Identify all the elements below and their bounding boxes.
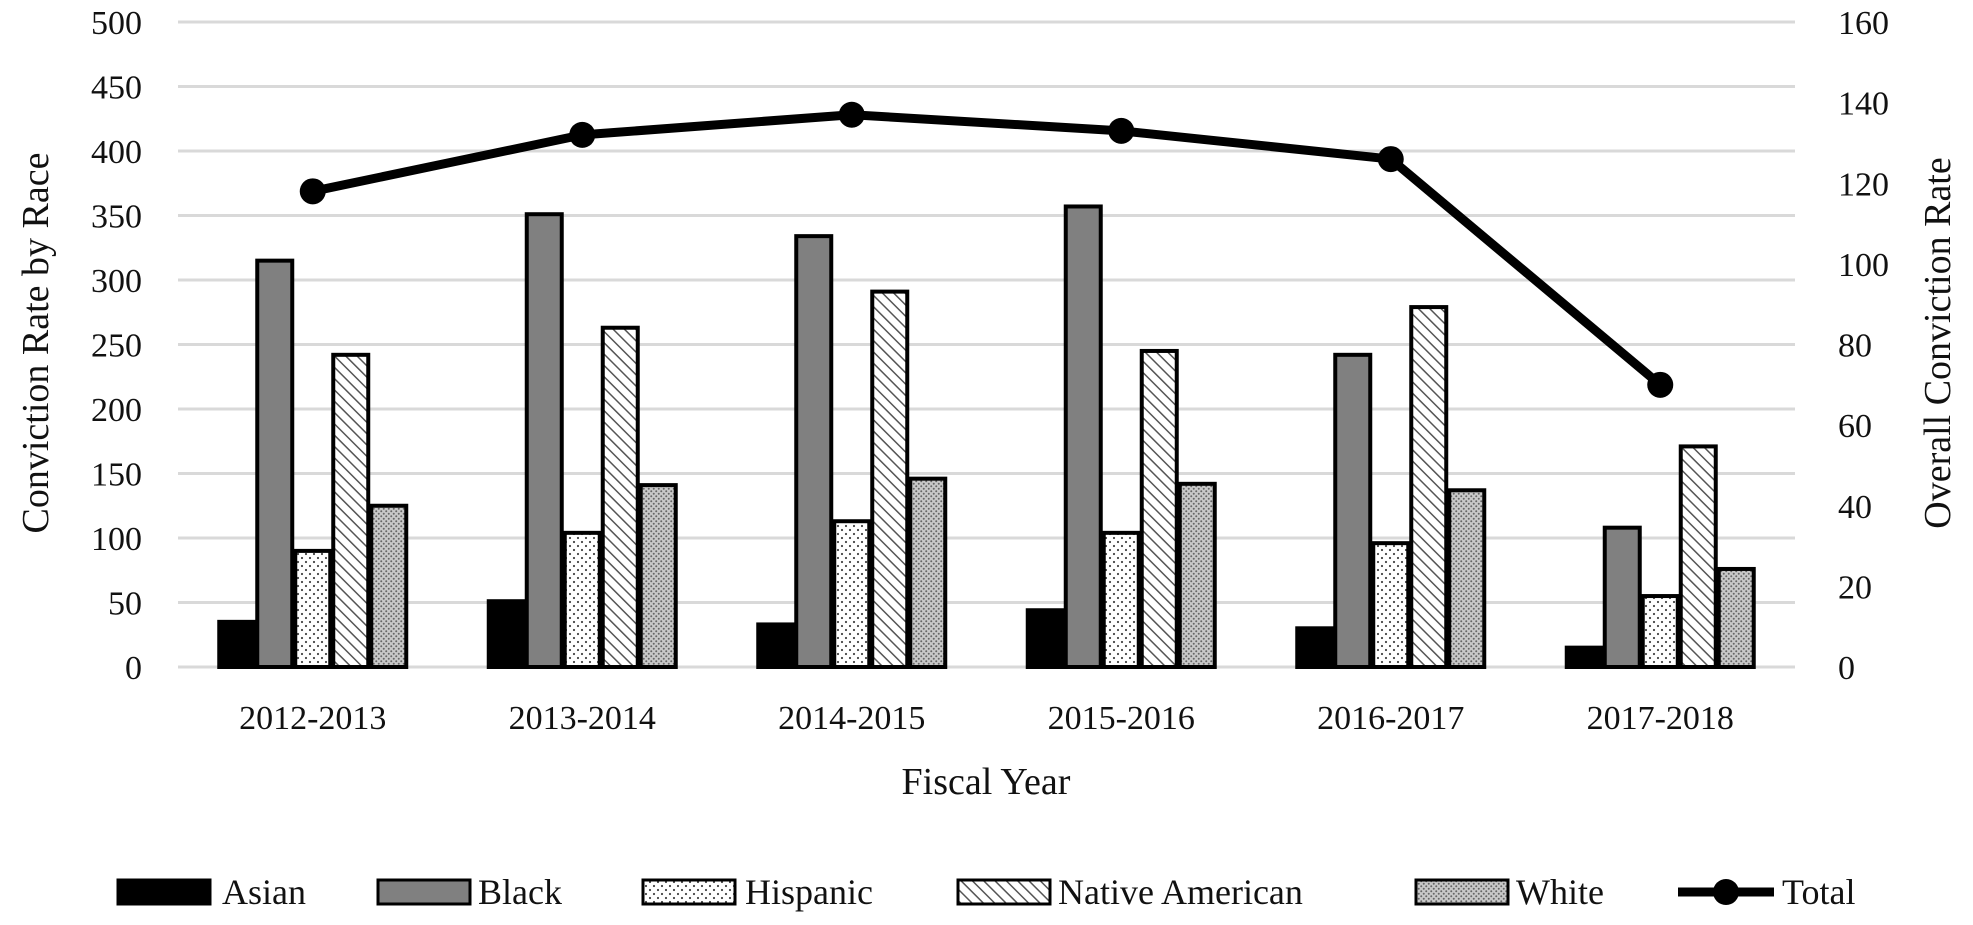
category-label: 2012-2013 — [239, 700, 386, 737]
bar-black — [255, 258, 295, 669]
bar-asian — [1295, 626, 1335, 669]
bar-black — [1333, 352, 1373, 669]
right-tick-label: 80 — [1838, 328, 1872, 365]
bar-native-american — [1139, 348, 1179, 669]
legend-item-total: Total — [1678, 872, 1855, 912]
bar-black — [1602, 525, 1642, 669]
legend-swatch — [1414, 878, 1510, 906]
total-line-path — [311, 110, 1664, 389]
left-axis-ticks: 0 50 100 150 200 250 300 350 400 450 500 — [91, 5, 142, 687]
right-tick-label: 40 — [1838, 489, 1872, 526]
bar-hispanic — [1101, 530, 1141, 670]
left-tick-label: 100 — [91, 521, 142, 558]
legend-swatch — [376, 878, 472, 906]
bar-white — [369, 503, 409, 669]
y2-axis-title: Overall Conviction Rate — [1917, 157, 1959, 528]
legend-label: Hispanic — [745, 872, 873, 912]
bar-hispanic — [1371, 541, 1411, 669]
category-labels: 2012-2013 2013-2014 2014-2015 2015-2016 2016… — [239, 700, 1734, 737]
left-tick-label: 150 — [91, 457, 142, 494]
legend-marker — [1713, 879, 1739, 905]
bar-black — [1063, 204, 1103, 669]
legend-item-white: White — [1414, 872, 1604, 912]
category-label: 2016-2017 — [1317, 700, 1464, 737]
legend-swatch — [956, 878, 1052, 906]
bar-asian — [1025, 608, 1065, 669]
bars — [217, 204, 1756, 670]
legend-item-hispanic: Hispanic — [641, 872, 873, 912]
right-tick-label: 60 — [1838, 408, 1872, 445]
total-point — [299, 178, 326, 205]
legend-item-black: Black — [376, 872, 562, 912]
right-tick-label: 120 — [1838, 166, 1889, 203]
right-tick-label: 140 — [1838, 86, 1889, 123]
total-point — [838, 101, 865, 128]
bar-hispanic — [562, 530, 602, 670]
grid-lines — [178, 20, 1795, 669]
bar-asian — [217, 619, 257, 669]
x-axis-title: Fiscal Year — [902, 761, 1071, 803]
bar-white — [908, 476, 948, 669]
right-tick-label: 100 — [1838, 247, 1889, 284]
legend-label: Asian — [222, 872, 306, 912]
bar-white — [1447, 488, 1487, 669]
bar-native-american — [870, 289, 910, 669]
left-tick-label: 350 — [91, 199, 142, 236]
category-label: 2015-2016 — [1048, 700, 1195, 737]
bar-hispanic — [293, 548, 333, 670]
bar-asian — [1564, 645, 1604, 670]
category-label: 2017-2018 — [1587, 700, 1734, 737]
bar-native-american — [1678, 444, 1718, 669]
bar-white — [1177, 481, 1217, 669]
left-tick-label: 450 — [91, 70, 142, 107]
legend-swatch — [116, 878, 212, 906]
bar-hispanic — [832, 519, 872, 669]
bar-hispanic — [1640, 594, 1680, 669]
right-tick-label: 0 — [1838, 650, 1855, 687]
bar-black — [524, 212, 564, 670]
bar-native-american — [600, 325, 640, 669]
total-point — [1108, 117, 1135, 144]
left-tick-label: 200 — [91, 392, 142, 429]
left-tick-label: 250 — [91, 328, 142, 365]
legend-label: Total — [1782, 872, 1855, 912]
bar-asian — [756, 622, 796, 669]
bar-white — [638, 483, 678, 669]
bar-white — [1716, 566, 1756, 670]
bar-asian — [486, 599, 526, 670]
bar-black — [794, 234, 834, 669]
total-point — [1647, 371, 1674, 398]
right-tick-label: 160 — [1838, 5, 1889, 42]
left-tick-label: 0 — [125, 650, 142, 687]
legend: Asian Black Hispanic Native American White To… — [116, 872, 1855, 912]
category-label: 2013-2014 — [509, 700, 656, 737]
bar-native-american — [1409, 305, 1449, 669]
legend-label: Native American — [1058, 872, 1303, 912]
left-tick-label: 300 — [91, 263, 142, 300]
left-tick-label: 500 — [91, 5, 142, 42]
legend-label: White — [1516, 872, 1604, 912]
legend-label: Black — [478, 872, 562, 912]
total-point — [569, 121, 596, 148]
right-tick-label: 20 — [1838, 569, 1872, 606]
y-axis-title: Conviction Rate by Race — [15, 153, 57, 534]
category-label: 2014-2015 — [778, 700, 925, 737]
left-tick-label: 400 — [91, 134, 142, 171]
total-line — [299, 101, 1674, 398]
bar-native-american — [331, 352, 371, 669]
legend-item-native-american: Native American — [956, 872, 1303, 912]
legend-item-asian: Asian — [116, 872, 306, 912]
left-tick-label: 50 — [108, 586, 142, 623]
legend-swatch — [641, 878, 737, 906]
total-point — [1377, 146, 1404, 173]
right-axis-ticks: 0 20 40 60 80 100 120 140 160 — [1838, 5, 1889, 687]
